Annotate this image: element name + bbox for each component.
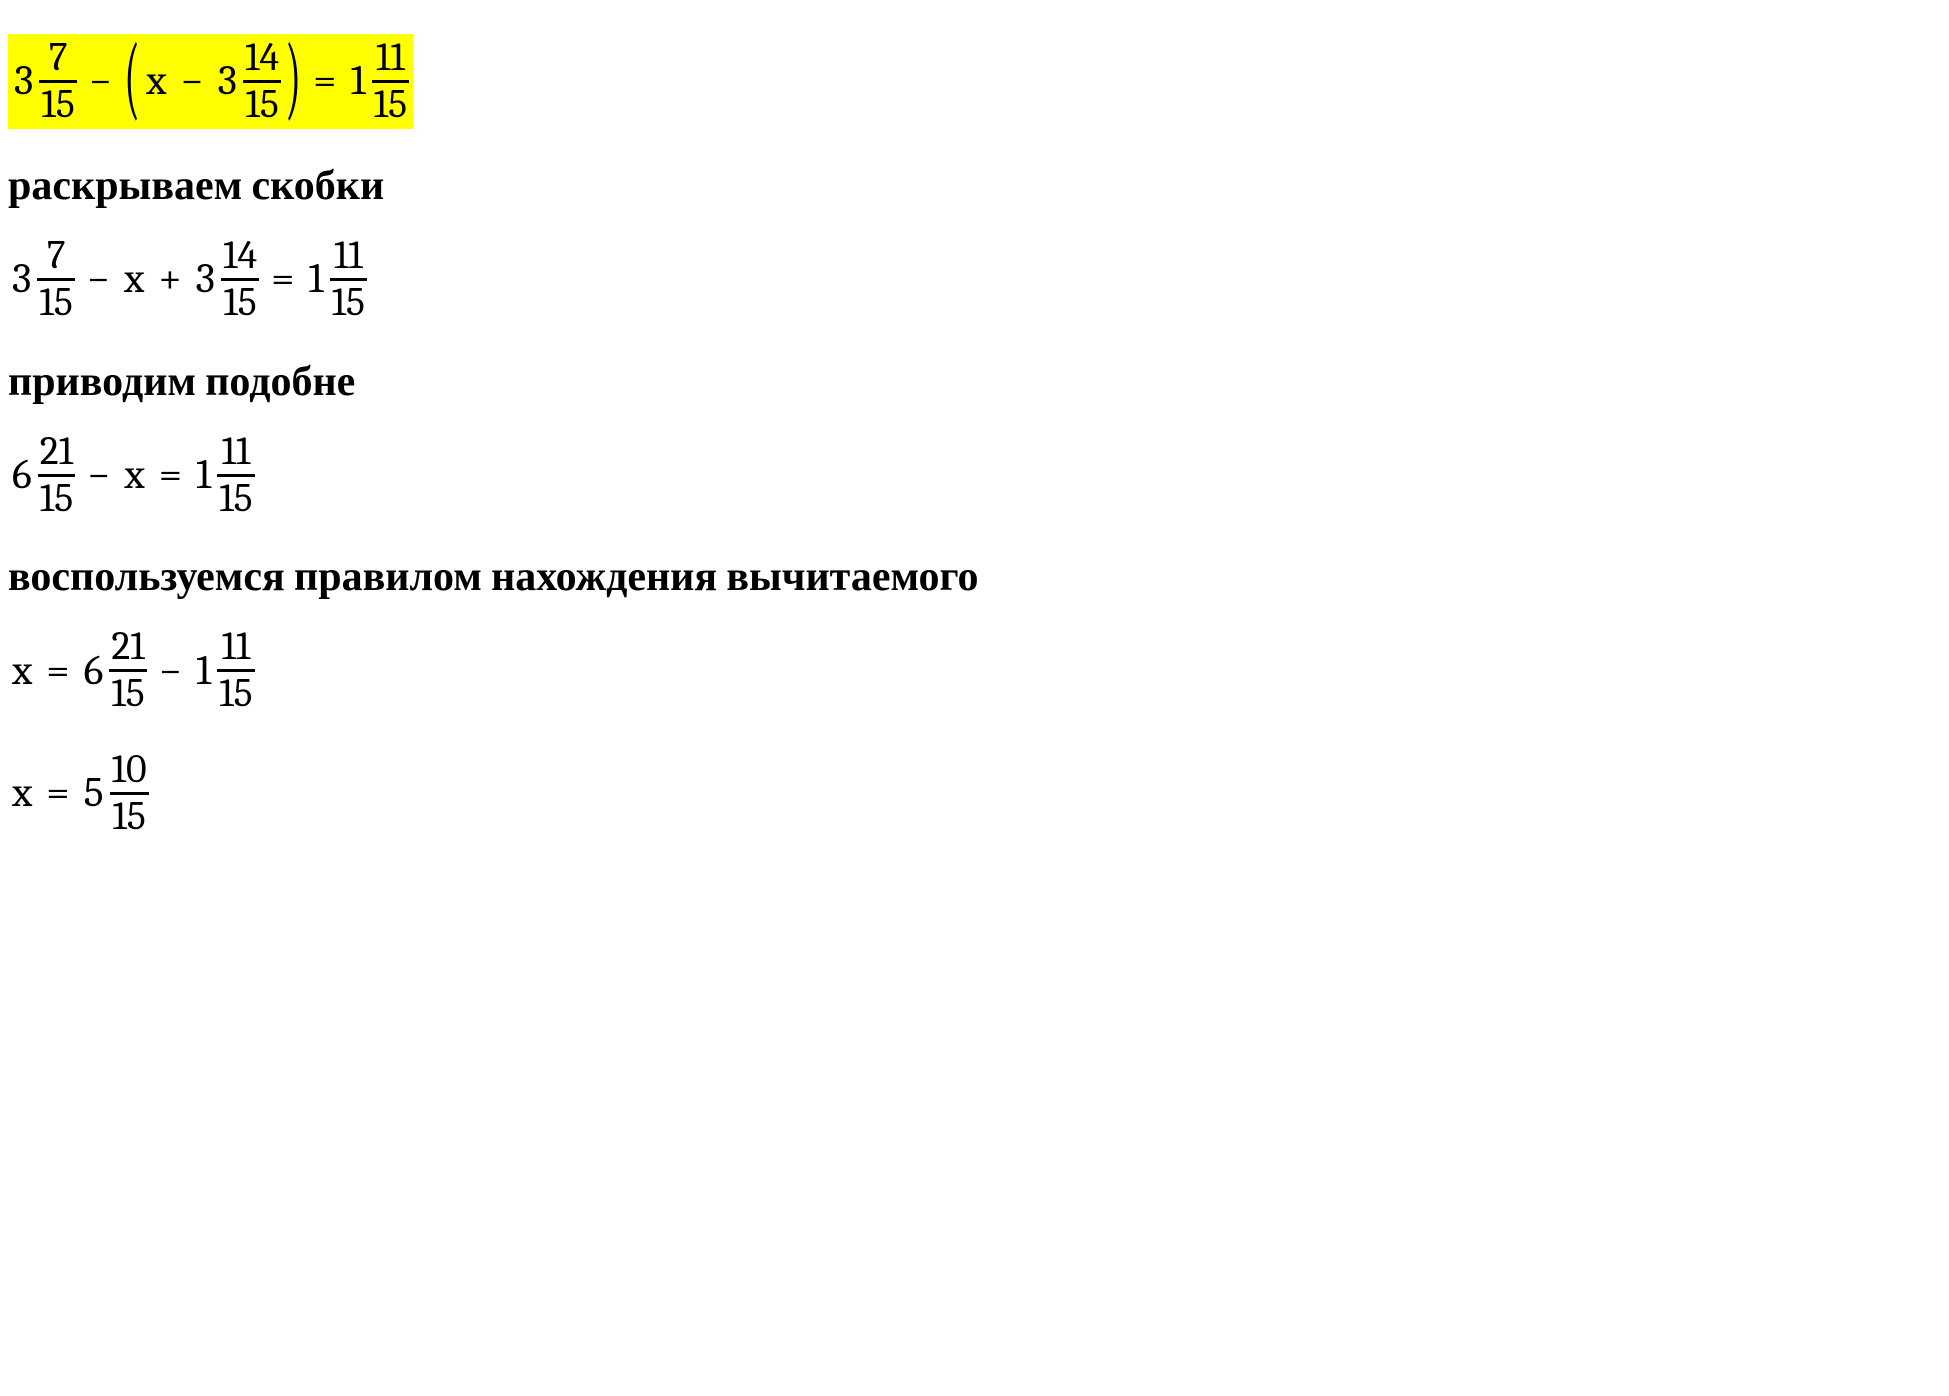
whole-part: 3 bbox=[214, 55, 241, 108]
minus-operator: − bbox=[79, 55, 122, 108]
numerator: 21 bbox=[38, 430, 75, 474]
fraction: 7 15 bbox=[37, 36, 78, 127]
variable-x: x bbox=[120, 253, 148, 306]
equation-line-3: 6 21 15 − x = 1 11 15 bbox=[8, 430, 1941, 521]
equation-1-highlighted: 3 7 15 − ( x − 3 14 15 ) = bbox=[8, 34, 413, 129]
numerator: 11 bbox=[219, 430, 252, 474]
equation-2: 3 7 15 − x + 3 14 15 = 1 bbox=[8, 234, 369, 325]
equation-line-2: 3 7 15 − x + 3 14 15 = 1 bbox=[8, 234, 1941, 325]
whole-part: 1 bbox=[346, 55, 369, 108]
variable-x: x bbox=[8, 645, 36, 698]
mixed-number: 1 11 15 bbox=[346, 36, 411, 127]
variable-x: x bbox=[120, 449, 148, 502]
equation-5: x = 5 10 15 bbox=[8, 748, 151, 839]
fraction: 11 15 bbox=[215, 625, 256, 716]
whole-part: 1 bbox=[304, 253, 327, 306]
whole-part: 6 bbox=[8, 449, 36, 502]
step-text-2: приводим подобне bbox=[8, 357, 1941, 406]
denominator: 15 bbox=[38, 477, 75, 521]
fraction: 7 15 bbox=[35, 234, 76, 325]
mixed-number: 3 14 15 bbox=[214, 36, 283, 127]
whole-part: 5 bbox=[80, 767, 108, 820]
numerator: 11 bbox=[374, 36, 407, 80]
numerator: 14 bbox=[243, 36, 281, 80]
numerator: 7 bbox=[45, 234, 68, 278]
step-text-1: раскрываем скобки bbox=[8, 161, 1941, 210]
denominator: 15 bbox=[221, 281, 258, 325]
variable-x: x bbox=[142, 55, 170, 108]
equation-line-4: x = 6 21 15 − 1 11 15 bbox=[8, 625, 1941, 716]
equals-operator: = bbox=[36, 645, 79, 698]
mixed-number: 1 11 15 bbox=[192, 430, 257, 521]
right-paren: ) bbox=[283, 22, 303, 138]
equals-operator: = bbox=[303, 55, 346, 108]
fraction: 10 15 bbox=[108, 748, 151, 839]
fraction: 11 15 bbox=[370, 36, 411, 127]
fraction: 11 15 bbox=[215, 430, 256, 521]
mixed-number: 1 11 15 bbox=[304, 234, 369, 325]
mixed-number: 3 7 15 bbox=[8, 234, 77, 325]
equation-line-1: 3 7 15 − ( x − 3 14 15 ) = bbox=[8, 34, 1941, 129]
equation-3: 6 21 15 − x = 1 11 15 bbox=[8, 430, 257, 521]
denominator: 15 bbox=[217, 672, 254, 716]
denominator: 15 bbox=[243, 83, 280, 127]
equals-operator: = bbox=[36, 767, 79, 820]
mixed-number: 6 21 15 bbox=[80, 625, 149, 716]
mixed-number: 6 21 15 bbox=[8, 430, 77, 521]
fraction: 21 15 bbox=[107, 625, 148, 716]
step-text-3: воспользуемся правилом нахождения вычита… bbox=[8, 552, 1941, 601]
numerator: 21 bbox=[109, 625, 146, 669]
mixed-number: 3 14 15 bbox=[192, 234, 261, 325]
whole-part: 3 bbox=[10, 55, 37, 108]
denominator: 15 bbox=[372, 83, 409, 127]
mixed-number: 5 10 15 bbox=[80, 748, 151, 839]
numerator: 11 bbox=[332, 234, 365, 278]
denominator: 15 bbox=[330, 281, 367, 325]
minus-operator: − bbox=[77, 253, 120, 306]
equation-line-5: x = 5 10 15 bbox=[8, 748, 1941, 839]
denominator: 15 bbox=[109, 672, 146, 716]
mixed-number: 1 11 15 bbox=[192, 625, 257, 716]
fraction: 14 15 bbox=[241, 36, 283, 127]
denominator: 15 bbox=[217, 477, 254, 521]
whole-part: 6 bbox=[80, 645, 108, 698]
numerator: 7 bbox=[47, 36, 70, 80]
whole-part: 3 bbox=[192, 253, 219, 306]
plus-operator: + bbox=[148, 253, 191, 306]
whole-part: 1 bbox=[192, 645, 215, 698]
whole-part: 3 bbox=[8, 253, 35, 306]
minus-operator: − bbox=[77, 449, 120, 502]
equals-operator: = bbox=[261, 253, 304, 306]
equation-4: x = 6 21 15 − 1 11 15 bbox=[8, 625, 257, 716]
whole-part: 1 bbox=[192, 449, 215, 502]
equals-operator: = bbox=[149, 449, 192, 502]
denominator: 15 bbox=[110, 795, 147, 839]
minus-operator: − bbox=[149, 645, 192, 698]
numerator: 11 bbox=[219, 625, 252, 669]
mixed-number: 3 7 15 bbox=[10, 36, 79, 127]
fraction: 21 15 bbox=[36, 430, 77, 521]
fraction: 11 15 bbox=[328, 234, 369, 325]
left-paren: ( bbox=[122, 22, 142, 138]
minus-operator: − bbox=[170, 55, 213, 108]
numerator: 10 bbox=[110, 748, 149, 792]
variable-x: x bbox=[8, 767, 36, 820]
math-solution-page: 3 7 15 − ( x − 3 14 15 ) = bbox=[0, 0, 1949, 911]
denominator: 15 bbox=[37, 281, 74, 325]
numerator: 14 bbox=[221, 234, 259, 278]
denominator: 15 bbox=[39, 83, 76, 127]
fraction: 14 15 bbox=[219, 234, 261, 325]
